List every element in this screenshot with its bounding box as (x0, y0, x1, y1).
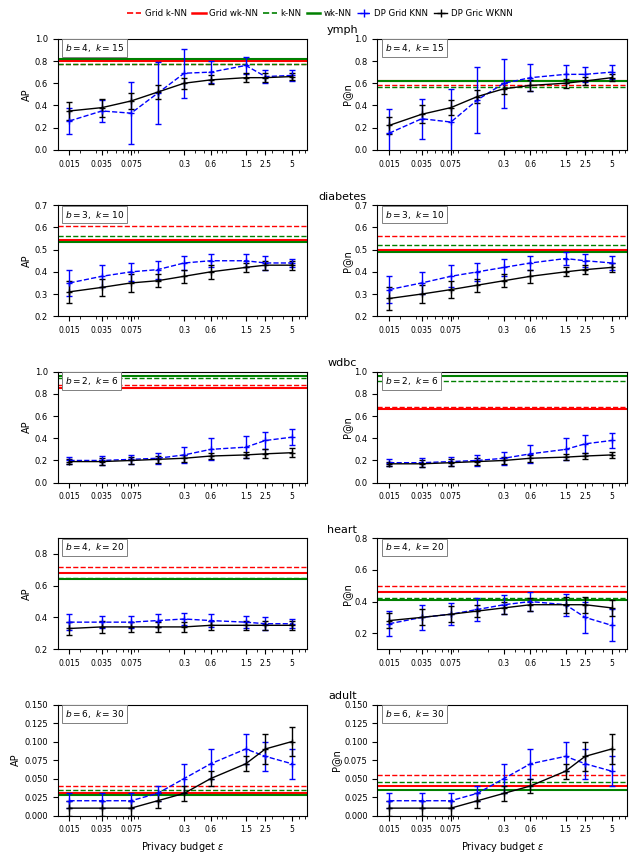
Text: $b = 6,\ k = 30$: $b = 6,\ k = 30$ (65, 708, 124, 720)
Text: $b = 4,\ k = 20$: $b = 4,\ k = 20$ (65, 541, 124, 553)
Y-axis label: P@n: P@n (342, 583, 351, 605)
Text: wdbc: wdbc (328, 358, 357, 369)
Text: $b = 3,\ k = 10$: $b = 3,\ k = 10$ (65, 209, 124, 221)
Y-axis label: P@n: P@n (342, 416, 351, 438)
Text: $b = 4,\ k = 15$: $b = 4,\ k = 15$ (65, 42, 124, 54)
Y-axis label: AP: AP (22, 421, 32, 433)
Text: $b = 4,\ k = 15$: $b = 4,\ k = 15$ (385, 42, 444, 54)
Text: adult: adult (328, 691, 356, 701)
Y-axis label: AP: AP (22, 588, 32, 600)
X-axis label: Privacy budget $\varepsilon$: Privacy budget $\varepsilon$ (141, 840, 224, 854)
Y-axis label: AP: AP (22, 255, 32, 267)
Y-axis label: P@n: P@n (342, 84, 351, 105)
X-axis label: Privacy budget $\varepsilon$: Privacy budget $\varepsilon$ (461, 840, 544, 854)
Text: diabetes: diabetes (319, 192, 366, 202)
Text: ymph: ymph (326, 25, 358, 35)
Y-axis label: P@n: P@n (331, 749, 341, 771)
Y-axis label: AP: AP (22, 88, 32, 101)
Text: $b = 6,\ k = 30$: $b = 6,\ k = 30$ (385, 708, 444, 720)
Legend: Grid k-NN, Grid wk-NN, k-NN, wk-NN, DP Grid KNN, DP Gric WKNN: Grid k-NN, Grid wk-NN, k-NN, wk-NN, DP G… (124, 6, 516, 22)
Text: $b = 3,\ k = 10$: $b = 3,\ k = 10$ (385, 209, 444, 221)
Text: $b = 2,\ k = 6$: $b = 2,\ k = 6$ (385, 375, 438, 387)
Text: $b = 4,\ k = 20$: $b = 4,\ k = 20$ (385, 541, 444, 553)
Text: heart: heart (328, 525, 357, 535)
Y-axis label: AP: AP (12, 753, 21, 766)
Text: $b = 2,\ k = 6$: $b = 2,\ k = 6$ (65, 375, 118, 387)
Y-axis label: P@n: P@n (342, 249, 351, 272)
